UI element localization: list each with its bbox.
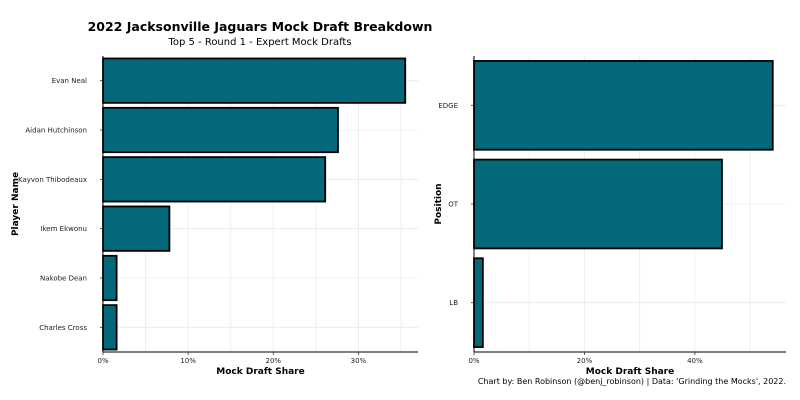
player-x-tick-label: 10% (180, 357, 196, 365)
player-x-axis-label: Mock Draft Share (216, 367, 304, 377)
player-category-label: Charles Cross (39, 324, 87, 332)
player-category-label: Evan Neal (52, 77, 87, 85)
position-category-label: LB (449, 299, 458, 307)
position-x-tick-label: 0% (468, 357, 479, 365)
player-category-label: Aidan Hutchinson (25, 127, 87, 135)
player-category-label: Ikem Ekwonu (40, 225, 87, 233)
position-bar (473, 158, 723, 250)
position-x-axis-label: Mock Draft Share (586, 367, 674, 377)
chart-caption: Chart by: Ben Robinson (@benj_robinson) … (477, 377, 786, 386)
player-category-label: Kayvon Thibodeaux (18, 176, 87, 184)
player-bar (102, 205, 171, 252)
position-category-label: OT (448, 201, 459, 209)
position-category-label: EDGE (438, 102, 458, 110)
player-y-axis-label: Player Name (11, 172, 21, 236)
player-x-tick-label: 20% (265, 357, 281, 365)
player-bar (102, 57, 407, 104)
chart-title: 2022 Jacksonville Jaguars Mock Draft Bre… (87, 19, 433, 34)
position-x-tick-label: 40% (687, 357, 703, 365)
player-x-tick-label: 0% (97, 357, 108, 365)
chart-subtitle: Top 5 - Round 1 - Expert Mock Drafts (168, 37, 352, 48)
position-bar (473, 257, 484, 348)
position-bar (473, 60, 774, 151)
position-x-tick-label: 20% (577, 357, 593, 365)
position-y-axis-label: Position (434, 183, 444, 224)
player-category-label: Nakobe Dean (40, 275, 87, 283)
player-x-tick-label: 30% (351, 357, 367, 365)
